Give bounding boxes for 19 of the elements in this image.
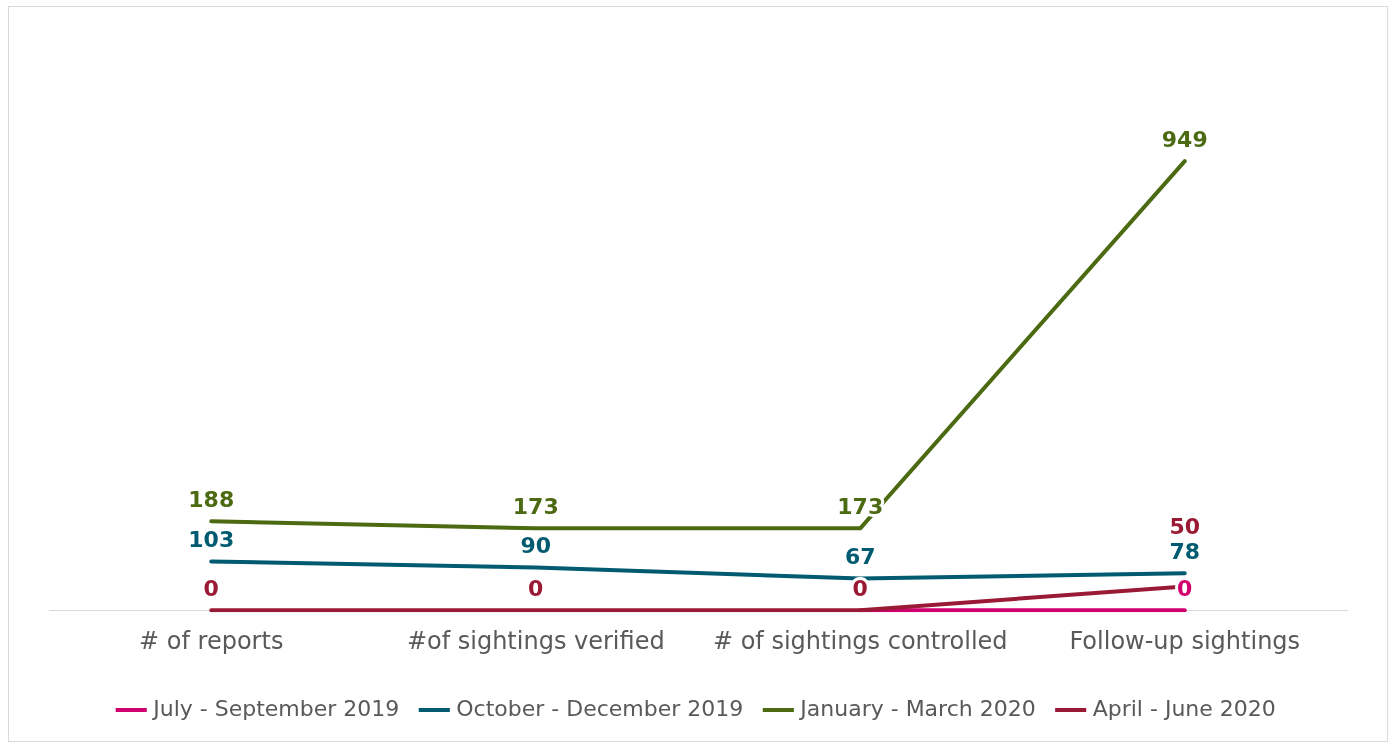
x-tick-label: Follow-up sightings (1069, 626, 1301, 655)
data-label: 173 (512, 494, 559, 520)
x-tick-label: # of sightings controlled (712, 626, 1008, 655)
data-label: 78 (1169, 539, 1201, 565)
data-label: 50 (1169, 514, 1201, 540)
data-label: 949 (1161, 126, 1208, 152)
legend-label: October - December 2019 (456, 695, 744, 721)
data-label: 0 (852, 575, 868, 601)
legend-label: July - September 2019 (151, 695, 400, 721)
data-label: 67 (844, 544, 876, 570)
data-label: 103 (188, 527, 235, 553)
data-label: 0 (528, 575, 544, 601)
legend-label: January - March 2020 (798, 695, 1036, 721)
legend-label: April - June 2020 (1092, 695, 1276, 721)
data-label: 188 (188, 486, 235, 512)
data-label: 90 (520, 533, 552, 559)
x-tick-label: #of sightings verified (406, 626, 665, 655)
x-tick-label: # of reports (139, 626, 284, 655)
data-label: 0 (203, 575, 219, 601)
